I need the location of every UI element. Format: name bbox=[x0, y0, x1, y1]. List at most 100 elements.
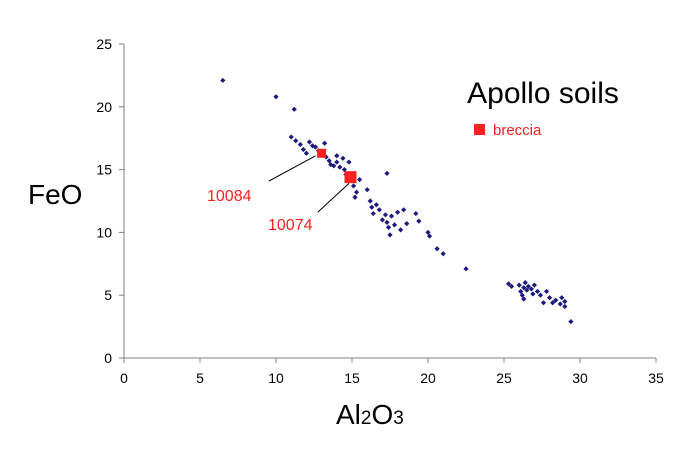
breccia-point bbox=[317, 148, 327, 158]
data-point bbox=[373, 202, 379, 208]
data-point bbox=[370, 210, 376, 217]
data-point bbox=[528, 286, 534, 292]
chart-title: Apollo soils bbox=[467, 77, 619, 110]
data-point bbox=[288, 134, 294, 140]
data-point bbox=[273, 94, 279, 100]
data-point bbox=[413, 210, 419, 217]
data-point bbox=[521, 296, 527, 302]
legend-marker-breccia bbox=[474, 124, 485, 135]
data-point bbox=[384, 219, 390, 225]
data-point bbox=[521, 285, 527, 291]
data-point bbox=[300, 146, 306, 153]
data-point bbox=[391, 222, 398, 228]
data-point bbox=[440, 251, 446, 257]
data-point bbox=[312, 144, 319, 150]
x-tick-label: 0 bbox=[120, 370, 128, 386]
legend-label-breccia: breccia bbox=[493, 122, 542, 139]
data-point bbox=[322, 140, 328, 146]
x-tick-label: 15 bbox=[344, 370, 360, 386]
data-point bbox=[522, 280, 528, 286]
data-point bbox=[364, 187, 370, 193]
data-point bbox=[559, 295, 565, 301]
data-point bbox=[291, 106, 297, 112]
data-point bbox=[562, 298, 568, 305]
data-point bbox=[352, 194, 358, 200]
x-tick-label: 35 bbox=[648, 370, 664, 386]
x-tick-label: 20 bbox=[420, 370, 436, 386]
annotation-label: 10084 bbox=[207, 188, 252, 205]
y-tick-label: 25 bbox=[96, 36, 112, 52]
data-point bbox=[463, 266, 469, 272]
data-point bbox=[385, 224, 392, 230]
data-point bbox=[395, 209, 401, 215]
x-tick-label: 25 bbox=[496, 370, 512, 386]
data-point bbox=[340, 155, 346, 161]
data-point bbox=[357, 177, 363, 183]
data-point bbox=[379, 217, 385, 223]
x-tick-label: 10 bbox=[268, 370, 284, 386]
data-point bbox=[562, 303, 568, 310]
data-point bbox=[346, 159, 352, 165]
data-point bbox=[426, 233, 433, 239]
data-point bbox=[404, 221, 410, 227]
data-point bbox=[547, 295, 553, 301]
breccia-point bbox=[344, 171, 357, 184]
data-point bbox=[350, 183, 357, 189]
annotation-leader-line bbox=[268, 155, 316, 182]
data-point bbox=[382, 212, 389, 218]
data-point bbox=[326, 158, 332, 164]
y-tick-label: 0 bbox=[104, 350, 112, 366]
data-point bbox=[331, 163, 337, 169]
data-point bbox=[303, 150, 309, 156]
data-point bbox=[550, 300, 556, 306]
data-point bbox=[297, 141, 303, 148]
data-point bbox=[505, 281, 512, 287]
data-point bbox=[401, 207, 407, 213]
data-point bbox=[376, 207, 382, 213]
data-point bbox=[543, 288, 550, 295]
data-point bbox=[518, 288, 524, 295]
data-point bbox=[353, 189, 360, 195]
data-point bbox=[530, 291, 536, 297]
data-point bbox=[337, 164, 343, 170]
annotation-label: 10074 bbox=[268, 217, 313, 234]
x-tick-label: 5 bbox=[196, 370, 204, 386]
y-tick-label: 20 bbox=[96, 99, 112, 115]
data-point bbox=[367, 198, 373, 204]
data-point bbox=[525, 283, 531, 290]
x-tick-label: 30 bbox=[572, 370, 588, 386]
data-point bbox=[220, 77, 226, 84]
y-tick-label: 10 bbox=[96, 224, 112, 240]
data-point bbox=[306, 139, 313, 145]
data-point bbox=[509, 283, 515, 290]
data-point bbox=[553, 297, 559, 303]
data-point bbox=[537, 292, 544, 298]
y-tick-label: 5 bbox=[104, 287, 112, 303]
y-tick-label: 15 bbox=[96, 162, 112, 178]
y-axis-label: FeO bbox=[28, 179, 82, 210]
annotation-leader-line bbox=[317, 183, 350, 213]
data-point bbox=[341, 167, 347, 173]
data-point bbox=[334, 153, 340, 159]
data-point bbox=[540, 300, 547, 306]
data-point bbox=[534, 288, 541, 295]
data-point bbox=[434, 246, 440, 252]
data-point bbox=[516, 282, 522, 288]
data-point bbox=[398, 227, 404, 233]
data-point bbox=[328, 161, 334, 168]
data-point bbox=[531, 282, 537, 288]
data-point bbox=[387, 232, 393, 238]
data-point bbox=[369, 204, 375, 210]
data-point bbox=[384, 170, 390, 176]
data-point bbox=[388, 213, 395, 219]
data-point bbox=[416, 218, 422, 224]
data-point bbox=[519, 292, 525, 298]
x-axis-label: Al2O3 bbox=[336, 399, 404, 430]
data-point bbox=[323, 154, 329, 160]
data-point bbox=[293, 138, 299, 144]
data-point bbox=[524, 287, 530, 293]
data-point bbox=[557, 301, 563, 307]
data-point bbox=[334, 159, 340, 165]
data-point bbox=[425, 229, 431, 235]
